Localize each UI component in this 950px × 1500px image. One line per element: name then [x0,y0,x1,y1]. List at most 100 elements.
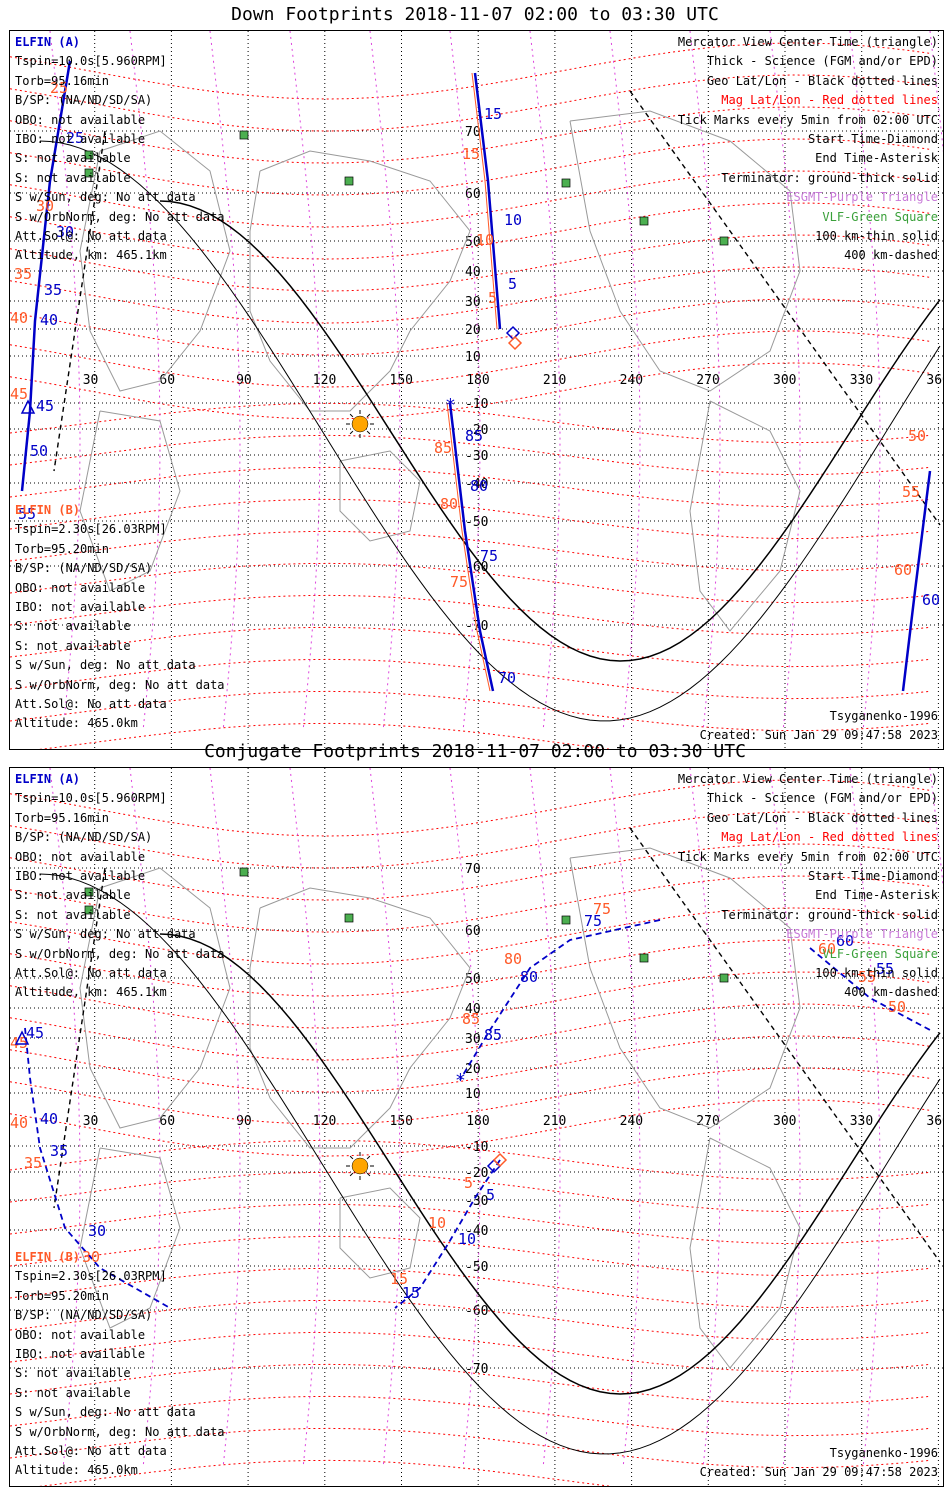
lat-tick-label: 70 [465,125,481,140]
mag-lat-line [10,530,931,572]
mag-lat-line [10,402,931,444]
sat-b-tick-label: 15 [462,145,480,163]
sat-a-tick-label: 15 [484,105,502,123]
legend-item: Thick - Science (FGM and/or EPD) [706,54,938,69]
lon-tick-label: 30 [83,373,99,388]
lat-tick-label: -30 [465,449,488,464]
legend-item: ESGMT-Purple Triangle [786,190,938,205]
coastline [79,410,181,592]
lon-tick-label: 90 [236,373,252,388]
coastline [79,1147,181,1329]
sat-b-tick-label: 85 [434,439,452,457]
sat-b-line: Torb=95.20min [15,1288,109,1303]
coastline [79,867,231,1129]
conjugate-map-svg: 3060901201501802102402703003303607060504… [10,768,943,1486]
lat-tick-label: -10 [465,1140,488,1155]
legend-item: 100 km-thin solid [815,229,938,244]
sun-icon [351,415,369,433]
vlf-green-square [639,953,649,963]
lon-tick-label: 90 [236,1114,252,1129]
coastline [79,130,231,392]
legend-item: 400 km-dashed [844,985,938,1000]
mag-lat-line [10,498,931,540]
sat-a-tick-label: 80 [470,477,488,495]
legend-item: Mercator View Center Time (triangle) [677,35,938,49]
mag-lat-line [10,1171,931,1213]
vlf-green-square [239,130,249,140]
sat-a-tick-label: 40 [40,311,58,329]
mag-lat-line [10,658,931,700]
sat-a-info: ELFIN (A) Tspin=10.0s[5.960RPM] Torb=95.… [15,33,225,266]
legend-item: Terminator: ground-thick solid [721,907,938,922]
sat-a-tick-label: 55 [18,505,36,523]
sat-a-tick-label: 85 [484,1026,502,1044]
sat-a-tick-label: 75 [480,547,498,565]
sat-a-name: ELFIN (A) [15,35,81,49]
terminator-400km [53,130,106,472]
lat-tick-label: -20 [465,1166,488,1181]
mag-lat-line [10,1139,931,1181]
mag-lat-line [10,330,931,388]
legend-item: Thick - Science (FGM and/or EPD) [706,791,938,806]
sat-b-tick-label: 30 [82,1248,100,1266]
legend-item: Terminator: ground-thick solid [721,170,938,185]
sat-a-tick-label: 15 [402,1284,420,1302]
legend-item: Tick Marks every 5min from 02:00 UTC [677,112,938,127]
lon-tick-label: 150 [390,373,413,388]
sat-a-line: Tspin=10.0s[5.960RPM] [15,54,167,69]
mag-lat-line [10,843,931,901]
sun-ray [366,430,371,435]
sat-a-tick-label: 35 [44,281,62,299]
sat-b-line: OBO: not available [15,1327,146,1342]
coastline [339,1187,421,1279]
vlf-green-square [344,913,354,923]
mag-lat-line [10,626,931,668]
mag-lat-line [10,1363,931,1405]
sat-a-line: OBO: not available [15,849,146,864]
mag-lat-line [10,466,931,508]
lat-tick-label: -50 [465,1260,488,1275]
coastline [569,847,801,1129]
mag-lat-line [10,266,931,324]
lat-tick-label: -70 [465,1362,488,1377]
sat-b-line: S: not available [15,638,131,653]
sat-a-line: B/SP: (NA/ND/SD/SA) [15,93,153,108]
sat-b-tick-label: 35 [24,1154,42,1172]
sat-b-line: Tspin=2.30s[26.03RPM] [15,1269,167,1284]
lon-tick-label: 300 [773,373,796,388]
end-asterisk: * [445,395,456,416]
lon-tick-label: 60 [159,373,175,388]
mag-lat-line [10,1099,931,1157]
legend-item: End Time-Asterisk [815,151,938,166]
vlf-green-square [639,216,649,226]
mag-lat-line [10,875,931,933]
lon-tick-label: 120 [313,1114,336,1129]
sat-b-line: Tspin=2.30s[26.03RPM] [15,522,167,537]
sat-b-tick-label: 5 [488,289,497,307]
lat-tick-label: 70 [465,862,481,877]
sat-b-line: B/SP: (NA/ND/SD/SA) [15,1308,153,1323]
sat-b-tick-label: 5 [464,1174,473,1192]
sat-a-line: S: not available [15,151,131,166]
sat-a-line: IBO: not available [15,869,146,884]
sat-a-line: S w/OrbNorm, deg: No att data [15,946,225,961]
lat-tick-label: -40 [465,1224,488,1239]
vlf-green-square [561,915,571,925]
mag-lat-line [10,811,931,869]
sat-b-info: ELFIN (B) Tspin=2.30s[26.03RPM] Torb=95.… [15,1248,225,1481]
sat-a-line: Altitude, km: 465.1km [15,248,167,263]
lon-tick-label: 240 [620,1114,643,1129]
panel-title-down: Down Footprints 2018-11-07 02:00 to 03:3… [231,4,719,25]
legend-item: ESGMT-Purple Triangle [786,927,938,942]
sat-a-track [24,1027,171,1309]
sat-a-name: ELFIN (A) [15,772,81,786]
sat-b-tick-label: 45 [10,1034,28,1052]
sat-a-track [20,60,72,492]
mag-lat-line [10,298,931,356]
sat-a-tick-label: 45 [26,1024,44,1042]
lon-tick-label: 360 [926,373,943,388]
lat-tick-label: -20 [465,423,488,438]
vlf-green-square [239,867,249,877]
down-map-svg: 30 60 90 120 150 180 210 240 270 300 330 360 70 60 50 4… [10,31,943,749]
lon-tick-label: 60 [159,1114,175,1129]
